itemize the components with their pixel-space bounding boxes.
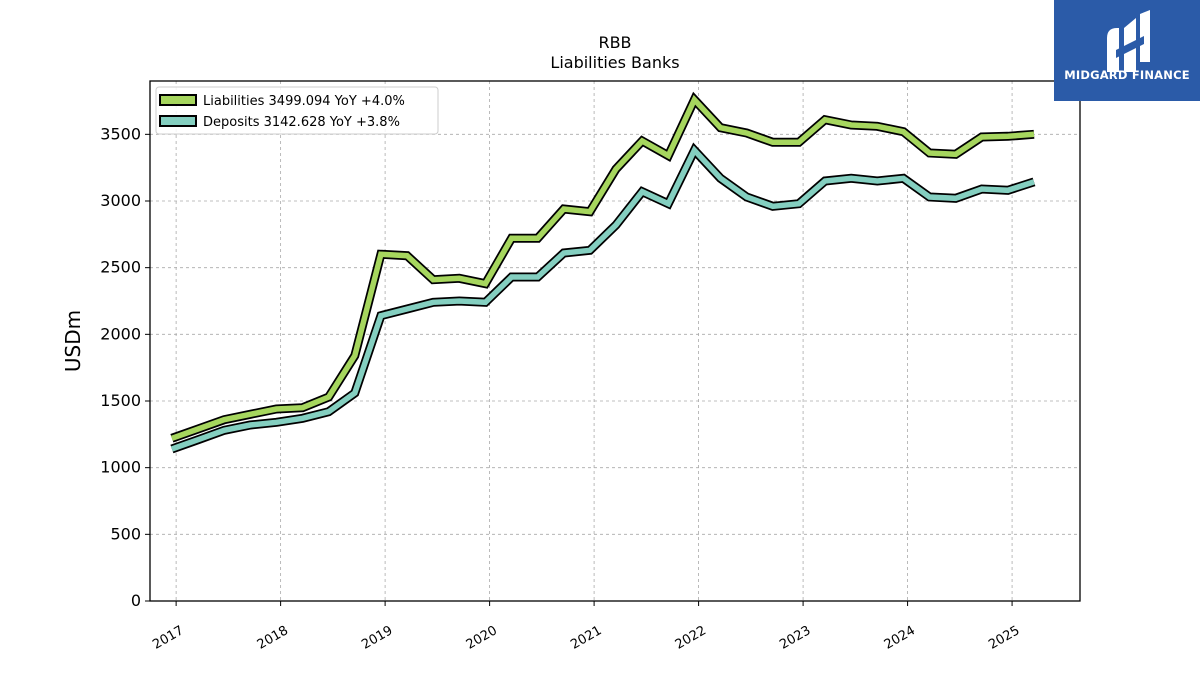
x-tick-label: 2021 — [568, 623, 604, 653]
x-tick-label: 2017 — [150, 623, 186, 653]
x-tick-label: 2023 — [777, 623, 813, 653]
legend: Liabilities 3499.094 YoY +4.0% Deposits 3… — [155, 86, 439, 135]
logo-text: MIDGARD FINANCE — [1064, 68, 1190, 82]
y-tick-label: 1000 — [100, 458, 141, 477]
series-line-deposits — [170, 145, 1035, 452]
y-tick-label: 0 — [131, 591, 141, 610]
y-tick-label: 2000 — [100, 324, 141, 343]
series-lines — [170, 91, 1036, 454]
logo-mark-icon — [1107, 10, 1150, 72]
x-axis-ticks: 2017 2018 2019 2020 2021 2022 2023 2024 2025 — [150, 601, 1022, 653]
legend-label-deposits: Deposits 3142.628 YoY +3.8% — [203, 115, 400, 130]
legend-label-liabilities: Liabilities 3499.094 YoY +4.0% — [203, 94, 405, 109]
legend-swatch-liabilities — [159, 94, 197, 106]
legend-swatch-deposits — [159, 115, 197, 127]
grid-lines — [150, 81, 1080, 601]
y-tick-label: 1500 — [100, 391, 141, 410]
x-tick-label: 2024 — [882, 623, 918, 653]
y-tick-label: 2500 — [100, 258, 141, 277]
y-axis-label: USDm — [61, 310, 85, 372]
brand-logo: MIDGARD FINANCE — [1054, 0, 1200, 101]
legend-box — [155, 86, 439, 135]
series-line-liabilities — [170, 94, 1035, 441]
y-tick-label: 3000 — [100, 191, 141, 210]
x-tick-label: 2018 — [255, 623, 291, 653]
x-tick-label: 2020 — [464, 623, 500, 653]
y-tick-label: 500 — [110, 524, 141, 543]
x-tick-label: 2019 — [359, 623, 395, 653]
chart-title: RBB — [598, 33, 631, 52]
y-axis-ticks: 0 500 1000 1500 2000 2500 3000 3500 — [100, 124, 150, 610]
series-line-outline-liabilities — [170, 91, 1035, 443]
plot-area-frame — [149, 80, 1081, 602]
chart-subtitle: Liabilities Banks — [550, 53, 679, 72]
x-tick-label: 2022 — [673, 623, 709, 653]
x-tick-label: 2025 — [986, 623, 1022, 653]
y-tick-label: 3500 — [100, 124, 141, 143]
